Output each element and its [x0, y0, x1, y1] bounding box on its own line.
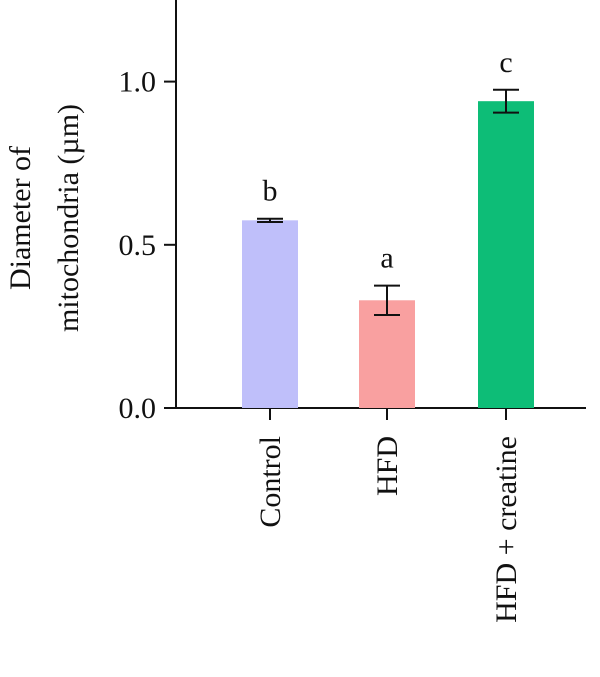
category-label-0: Control	[254, 436, 287, 528]
y-tick-label-2: 1.0	[119, 66, 157, 99]
bar-0	[242, 220, 298, 408]
x-axis	[176, 407, 586, 420]
y-axis-title-line-2: mitochondria (µm)	[52, 104, 85, 332]
category-label-1: HFD	[371, 436, 404, 496]
significance-labels: b a c	[263, 46, 513, 275]
category-labels: Control HFD HFD + creatine	[254, 436, 523, 623]
significance-label-2: c	[499, 46, 512, 79]
y-axis-title-line-1: Diameter of	[4, 146, 37, 290]
bar-1	[359, 300, 415, 408]
y-tick-label-0: 0.0	[119, 392, 157, 425]
error-bars-group	[257, 88, 519, 316]
bar-2	[478, 101, 534, 409]
y-axis: 0.0 0.5 1.0	[119, 0, 177, 425]
y-axis-title: Diameter of mitochondria (µm)	[4, 104, 85, 332]
significance-label-0: b	[263, 175, 278, 208]
bars-group	[242, 101, 534, 409]
y-tick-label-1: 0.5	[119, 229, 157, 262]
category-label-2: HFD + creatine	[490, 436, 523, 623]
significance-label-1: a	[380, 242, 393, 275]
